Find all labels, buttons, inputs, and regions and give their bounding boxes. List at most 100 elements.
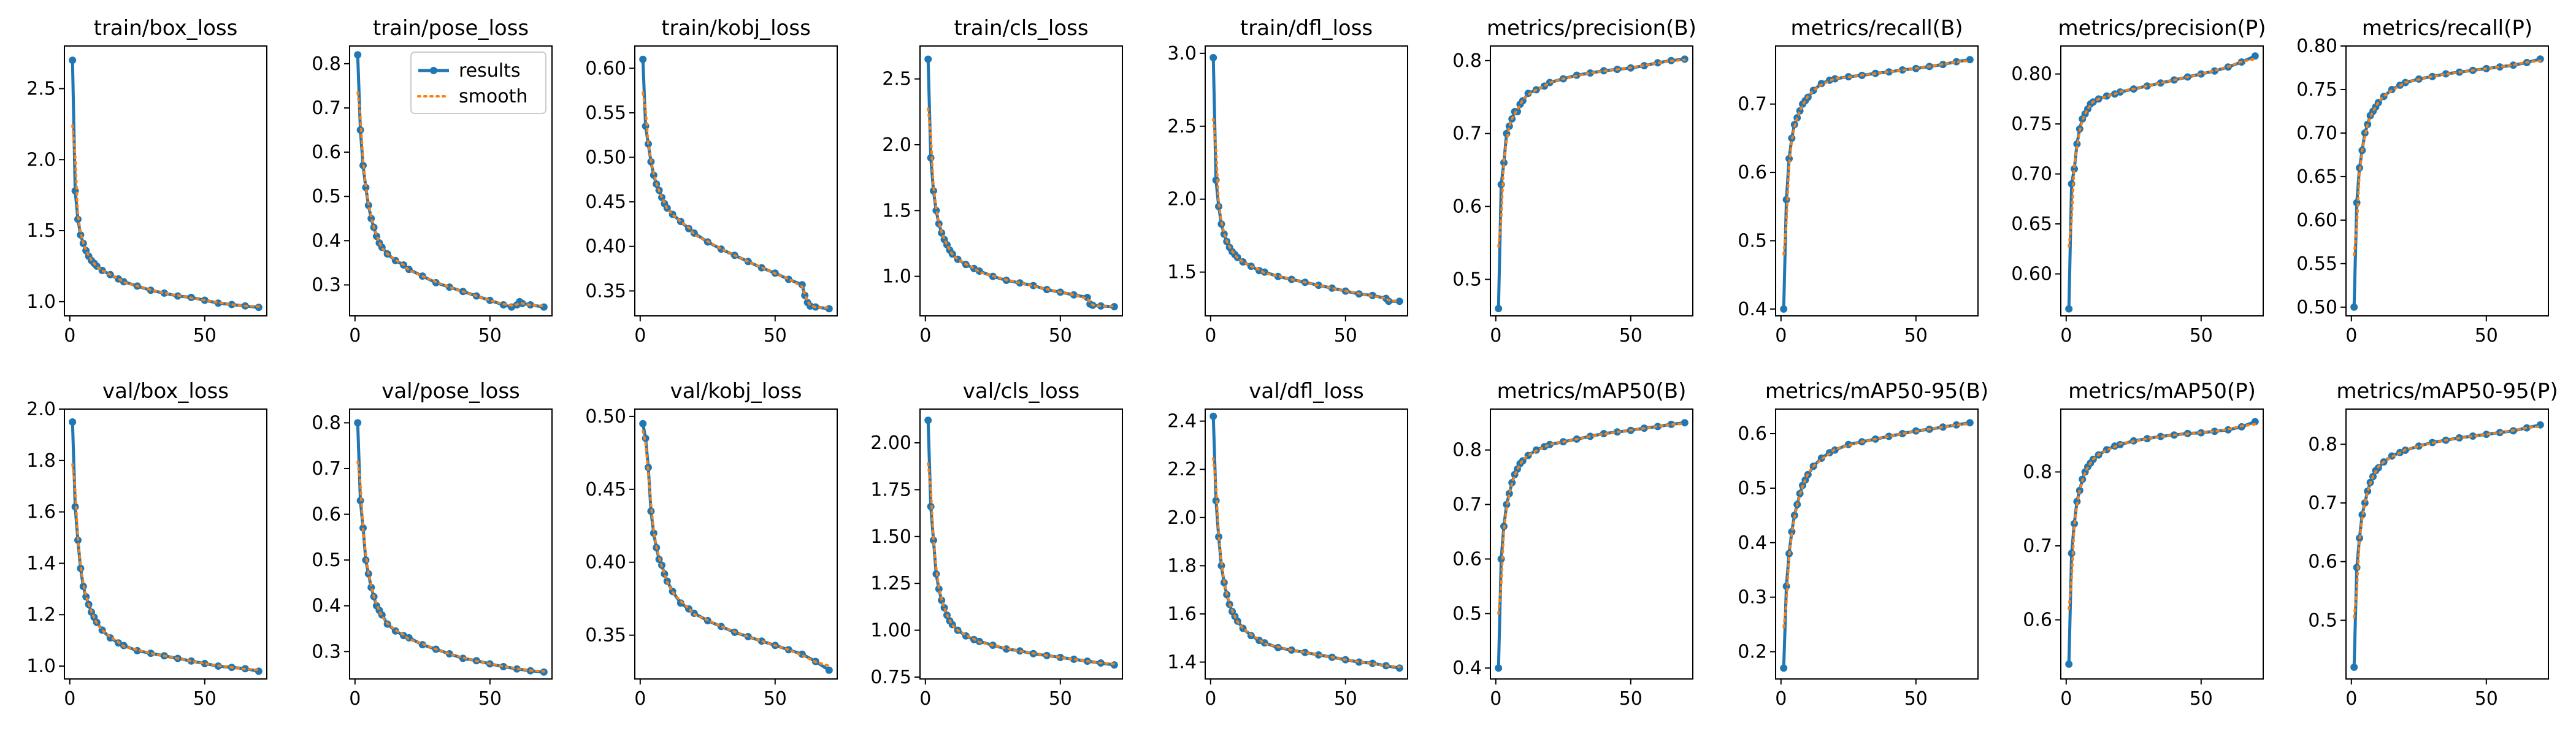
series-line-smooth bbox=[2353, 59, 2542, 256]
y-tick-label: 0.5 bbox=[1738, 478, 1767, 499]
data-point bbox=[2065, 305, 2073, 313]
panel-title: metrics/mAP50(P) bbox=[2068, 379, 2256, 404]
y-tick-label: 0.75 bbox=[2296, 79, 2337, 101]
panel-title: metrics/precision(P) bbox=[2058, 16, 2266, 40]
x-tick-label: 0 bbox=[1205, 688, 1216, 710]
x-tick-label: 0 bbox=[64, 325, 75, 347]
y-tick-label: 0.5 bbox=[1452, 603, 1482, 624]
axes-frame bbox=[1775, 45, 1979, 316]
panel-title: train/dfl_loss bbox=[1240, 16, 1373, 40]
data-point bbox=[1898, 430, 1906, 437]
data-point bbox=[1654, 423, 1662, 431]
x-tick-label: 50 bbox=[478, 325, 502, 347]
x-tick-label: 0 bbox=[349, 688, 361, 710]
axes-frame bbox=[64, 408, 267, 680]
data-point bbox=[354, 419, 362, 427]
y-tick-label: 0.60 bbox=[2011, 264, 2052, 285]
data-point bbox=[1209, 412, 1217, 420]
panel-title: val/box_loss bbox=[102, 379, 229, 404]
panel-title: metrics/recall(P) bbox=[2362, 16, 2532, 40]
y-tick-label: 0.5 bbox=[1738, 230, 1767, 251]
data-point bbox=[639, 55, 647, 63]
data-point bbox=[2156, 79, 2164, 87]
y-tick-label: 0.6 bbox=[1738, 423, 1767, 445]
data-point bbox=[2143, 435, 2151, 443]
legend-marker-results bbox=[430, 67, 437, 74]
data-point bbox=[1885, 432, 1893, 440]
data-point bbox=[513, 665, 521, 673]
y-tick-label: 2.4 bbox=[1167, 411, 1197, 432]
axes-frame bbox=[349, 408, 553, 680]
panel-title: metrics/recall(B) bbox=[1790, 16, 1963, 40]
panel-metrics-precision-p: metrics/precision(P) 0 50 0.60 0.65 0.70 0.75 0… bbox=[2011, 16, 2266, 347]
y-tick-label: 0.8 bbox=[312, 53, 341, 75]
data-point bbox=[2361, 499, 2369, 507]
y-tick-label: 0.7 bbox=[312, 98, 341, 119]
y-tick-label: 0.7 bbox=[1738, 94, 1767, 115]
y-tick-label: 0.4 bbox=[1738, 299, 1767, 320]
data-point bbox=[1110, 303, 1118, 310]
y-tick-label: 0.7 bbox=[1452, 494, 1482, 516]
y-tick-label: 1.25 bbox=[870, 573, 911, 594]
y-tick-label: 0.80 bbox=[2296, 36, 2337, 57]
data-point bbox=[2156, 432, 2164, 440]
panel-train-dfl-loss: train/dfl_loss 0 50 1.5 2.0 2.5 3.0 bbox=[1167, 16, 1408, 347]
x-tick-label: 0 bbox=[1490, 688, 1501, 710]
legend: results smooth bbox=[410, 52, 546, 114]
x-tick-label: 0 bbox=[919, 325, 931, 347]
y-tick-label: 0.4 bbox=[1738, 532, 1767, 554]
y-tick-label: 2.5 bbox=[26, 78, 56, 99]
y-tick-label: 0.50 bbox=[585, 147, 626, 169]
data-point bbox=[2350, 303, 2358, 311]
y-tick-label: 0.8 bbox=[312, 412, 341, 434]
panel-title: val/pose_loss bbox=[381, 379, 520, 404]
y-tick-label: 0.35 bbox=[585, 625, 626, 646]
data-point bbox=[2210, 427, 2218, 435]
data-point bbox=[69, 418, 77, 426]
y-tick-label: 0.4 bbox=[312, 596, 341, 617]
data-point bbox=[1056, 653, 1064, 661]
series-line-smooth bbox=[1782, 423, 1971, 629]
panel-metrics-precision-b: metrics/precision(B) 0 50 0.5 0.6 0.7 0.8 bbox=[1452, 16, 1696, 347]
axes-frame bbox=[634, 408, 838, 680]
y-tick-label: 0.3 bbox=[312, 641, 341, 662]
data-point bbox=[1301, 648, 1309, 656]
y-tick-label: 0.40 bbox=[585, 236, 626, 258]
x-tick-label: 50 bbox=[2190, 688, 2213, 710]
y-tick-label: 2.0 bbox=[882, 134, 911, 156]
data-point bbox=[1395, 297, 1403, 305]
y-tick-label: 0.8 bbox=[2308, 434, 2337, 455]
y-tick-label: 1.4 bbox=[26, 553, 56, 574]
panel-train-kobj-loss: train/kobj_loss 0 50 0.35 0.40 0.45 0.50 0.55 0.… bbox=[585, 16, 838, 347]
data-point bbox=[1215, 533, 1222, 541]
y-tick-label: 0.8 bbox=[1452, 440, 1482, 461]
x-tick-label: 50 bbox=[1334, 688, 1357, 710]
y-tick-label: 0.55 bbox=[2296, 253, 2337, 275]
y-tick-label: 0.40 bbox=[585, 552, 626, 573]
data-point bbox=[1885, 68, 1893, 76]
data-point bbox=[201, 659, 209, 667]
data-point bbox=[2496, 63, 2504, 71]
series-line-results bbox=[71, 421, 259, 673]
x-tick-label: 0 bbox=[2060, 688, 2072, 710]
series-line-results bbox=[1497, 421, 1685, 669]
x-tick-label: 0 bbox=[634, 688, 646, 710]
panel-title: train/cls_loss bbox=[954, 16, 1088, 40]
axes-frame bbox=[64, 45, 267, 316]
panel-train-pose-loss: train/pose_loss 0 50 0.3 0.4 0.5 0.6 0.7 0.8 resu… bbox=[312, 16, 553, 347]
panel-val-pose-loss: val/pose_loss 0 50 0.3 0.4 0.5 0.6 0.7 0.8 bbox=[312, 379, 553, 710]
data-point bbox=[1328, 284, 1336, 292]
axes-frame bbox=[919, 408, 1123, 680]
panel-title: metrics/mAP50(B) bbox=[1497, 379, 1687, 404]
data-point bbox=[540, 303, 548, 311]
x-tick-label: 50 bbox=[764, 688, 787, 710]
data-point bbox=[2482, 431, 2490, 439]
data-point bbox=[1217, 562, 1225, 570]
y-tick-label: 2.0 bbox=[26, 149, 56, 171]
y-tick-label: 0.5 bbox=[312, 550, 341, 571]
panel-title: metrics/precision(B) bbox=[1487, 16, 1696, 40]
data-point bbox=[1495, 664, 1503, 672]
panel-val-cls-loss: val/cls_loss 0 50 0.75 1.00 1.25 1.50 1.75 2.00 bbox=[870, 379, 1123, 710]
data-point bbox=[1898, 66, 1906, 74]
